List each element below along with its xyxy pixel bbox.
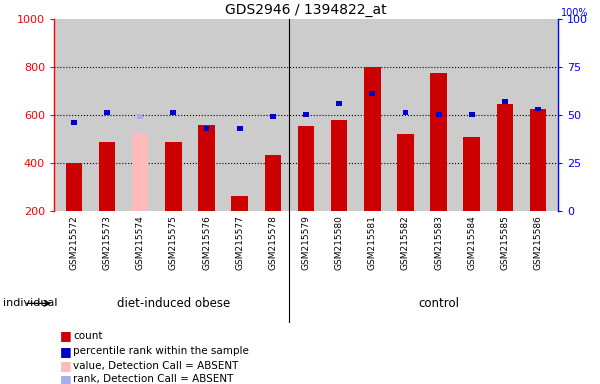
Bar xyxy=(170,111,176,115)
Bar xyxy=(364,67,380,211)
Bar xyxy=(203,126,209,131)
Text: GSM215582: GSM215582 xyxy=(401,215,410,270)
Bar xyxy=(270,114,276,119)
Text: individual: individual xyxy=(3,298,58,308)
Bar xyxy=(370,91,375,96)
Bar xyxy=(535,107,541,111)
Bar xyxy=(104,111,110,115)
Bar xyxy=(336,101,342,106)
Text: GSM215583: GSM215583 xyxy=(434,215,443,270)
Bar xyxy=(71,120,77,125)
Text: GSM215574: GSM215574 xyxy=(136,215,145,270)
Text: GSM215576: GSM215576 xyxy=(202,215,211,270)
Bar xyxy=(198,125,215,211)
Bar xyxy=(165,142,182,211)
Text: GSM215581: GSM215581 xyxy=(368,215,377,270)
Text: control: control xyxy=(418,297,459,310)
Text: rank, Detection Call = ABSENT: rank, Detection Call = ABSENT xyxy=(73,374,233,384)
Text: percentile rank within the sample: percentile rank within the sample xyxy=(73,346,249,356)
Text: GSM215580: GSM215580 xyxy=(335,215,344,270)
Text: GSM215584: GSM215584 xyxy=(467,215,476,270)
Text: GSM215586: GSM215586 xyxy=(533,215,542,270)
Bar xyxy=(232,195,248,211)
Bar xyxy=(298,126,314,211)
Bar xyxy=(463,137,480,211)
Bar xyxy=(403,111,409,115)
Bar xyxy=(530,109,547,211)
Text: count: count xyxy=(73,331,103,341)
Bar xyxy=(430,73,447,211)
Bar xyxy=(65,163,82,211)
Bar xyxy=(436,112,442,117)
Text: GSM215578: GSM215578 xyxy=(268,215,277,270)
Text: ■: ■ xyxy=(60,345,72,358)
Text: GSM215585: GSM215585 xyxy=(500,215,509,270)
Text: 100%: 100% xyxy=(561,8,588,18)
Bar xyxy=(331,120,347,211)
Bar xyxy=(397,134,414,211)
Bar xyxy=(303,112,309,117)
Title: GDS2946 / 1394822_at: GDS2946 / 1394822_at xyxy=(225,3,387,17)
Text: GSM215575: GSM215575 xyxy=(169,215,178,270)
Bar xyxy=(132,134,149,211)
Text: GSM215572: GSM215572 xyxy=(70,215,79,270)
Text: GSM215579: GSM215579 xyxy=(302,215,311,270)
Bar xyxy=(502,99,508,104)
Bar xyxy=(265,155,281,211)
Bar xyxy=(469,112,475,117)
Text: ■: ■ xyxy=(60,359,72,372)
Text: ■: ■ xyxy=(60,329,72,343)
Text: value, Detection Call = ABSENT: value, Detection Call = ABSENT xyxy=(73,361,239,371)
Bar xyxy=(497,104,513,211)
Text: GSM215573: GSM215573 xyxy=(103,215,112,270)
Text: ■: ■ xyxy=(60,373,72,384)
Text: GSM215577: GSM215577 xyxy=(235,215,244,270)
Bar xyxy=(137,114,143,119)
Bar xyxy=(237,126,242,131)
Bar xyxy=(99,142,115,211)
Text: diet-induced obese: diet-induced obese xyxy=(117,297,230,310)
